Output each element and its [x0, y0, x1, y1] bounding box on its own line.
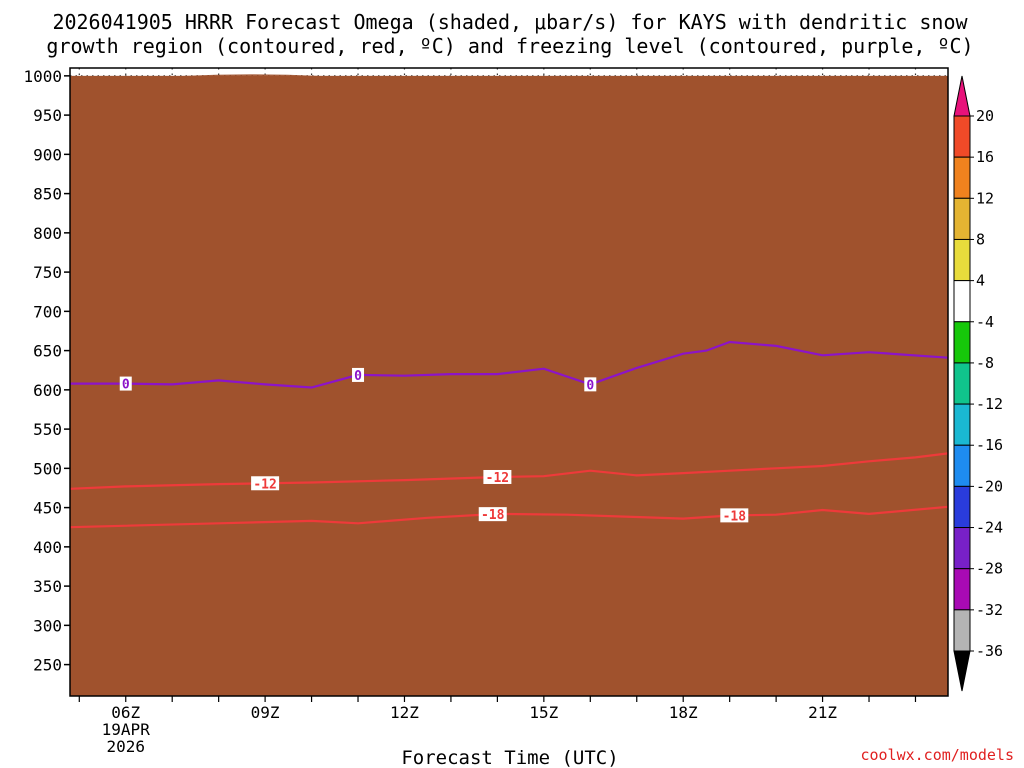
colorbar-label-9: -20	[976, 477, 1003, 495]
colorbar-bin-9	[953, 444, 971, 487]
contour-label-0-0: -18	[481, 508, 505, 523]
y-tick-label-500: 500	[33, 459, 62, 478]
colorbar-bin-10	[953, 485, 971, 529]
colorbar-arrow-top	[953, 75, 971, 117]
plot-frame	[69, 67, 949, 697]
x-tick-label-12: 12Z	[390, 703, 419, 722]
y-tick-label-900: 900	[33, 145, 62, 164]
terrain-band	[70, 75, 948, 696]
colorbar-label-1: 16	[976, 148, 994, 166]
x-tick-label-18: 18Z	[669, 703, 698, 722]
x-tick-label-21: 21Z	[808, 703, 837, 722]
colorbar-label-4: 4	[976, 272, 985, 290]
contour-lines: -18 -18 -12 -12 0 0 0	[70, 340, 948, 529]
x-tick-label-9: 09Z	[251, 703, 280, 722]
colorbar-label-12: -32	[976, 601, 1003, 619]
contour-label-bg-0-0	[478, 507, 507, 522]
y-tick-label-750: 750	[33, 263, 62, 282]
colorbar-label-3: 8	[976, 230, 985, 248]
x-tick-year: 2026	[106, 737, 145, 756]
contour-label-1-0: -12	[253, 477, 276, 492]
y-tick-label-550: 550	[33, 420, 62, 439]
colorbar-label-11: -28	[976, 560, 1003, 578]
x-tick-date: 19APR	[102, 720, 151, 739]
colorbar-label-13: -36	[976, 642, 1003, 660]
colorbar-bin-11	[953, 527, 971, 570]
contour-freezing-2	[70, 340, 948, 389]
y-tick-label-850: 850	[33, 185, 62, 204]
y-tick-label-800: 800	[33, 224, 62, 243]
contour-label-bg-2-2	[584, 377, 597, 392]
colorbar-bin-1	[953, 115, 971, 158]
contour-dgz-0	[70, 505, 948, 529]
colorbar-label-10: -24	[976, 519, 1003, 537]
contour-label-bg-2-0	[119, 376, 132, 391]
colorbar-label-0: 20	[976, 107, 994, 125]
colorbar-label-5: -4	[976, 313, 994, 331]
colorbar-bin-3	[953, 197, 971, 240]
colorbar-label-6: -8	[976, 354, 994, 372]
contour-label-bg-1-1	[483, 469, 512, 484]
contour-label-bg-2-1	[352, 367, 365, 382]
y-tick-label-400: 400	[33, 538, 62, 557]
contour-label-0-1: -18	[723, 509, 747, 524]
colorbar-bin-12	[953, 568, 971, 611]
y-tick-label-700: 700	[33, 302, 62, 321]
colorbar-bin-7	[953, 362, 971, 405]
y-tick-label-1000: 1000	[23, 67, 62, 86]
y-tick-label-950: 950	[33, 106, 62, 125]
terrain-bump	[181, 74, 321, 76]
y-tick-label-250: 250	[33, 656, 62, 675]
colorbar: 20 16 12 8 4 -4 -8 -12 -16 -20 -24 -28 -32 -36	[953, 75, 1003, 692]
colorbar-bin-6	[953, 321, 971, 364]
contour-label-2-0: 0	[122, 378, 130, 393]
contour-label-bg-0-1	[720, 508, 749, 523]
colorbar-label-8: -16	[976, 436, 1003, 454]
y-tick-label-450: 450	[33, 499, 62, 518]
colorbar-bin-13	[953, 609, 971, 652]
contour-label-2-2: 0	[586, 378, 594, 393]
y-tick-label-650: 650	[33, 342, 62, 361]
y-tick-label-600: 600	[33, 381, 62, 400]
colorbar-arrow-bottom	[953, 650, 971, 692]
terrain	[70, 74, 948, 696]
contour-label-bg-1-0	[251, 476, 280, 491]
contour-label-1-1: -12	[486, 471, 509, 486]
chart-title-line-1: 2026041905 HRRR Forecast Omega (shaded, …	[52, 10, 968, 34]
x-axis-label: Forecast Time (UTC)	[401, 747, 618, 768]
y-tick-label-350: 350	[33, 577, 62, 596]
colorbar-label-2: 12	[976, 189, 994, 207]
y-axis: 250 300 350 400 450 500 550 600 650 700 750 800 850 9…	[23, 67, 70, 675]
colorbar-bin-5	[953, 280, 971, 323]
colorbar-bin-8	[953, 403, 971, 446]
chart-title-line-2: growth region (contoured, red, ºC) and f…	[46, 34, 973, 58]
colorbar-bin-4	[953, 238, 971, 282]
credit-text: coolwx.com/models	[860, 746, 1014, 764]
contour-label-2-1: 0	[354, 369, 362, 384]
x-tick-label-6: 06Z	[111, 703, 140, 722]
plot-area: -18 -18 -12 -12 0 0 0	[70, 68, 948, 696]
x-tick-label-15: 15Z	[529, 703, 558, 722]
colorbar-label-7: -12	[976, 395, 1003, 413]
colorbar-bin-2	[953, 156, 971, 199]
y-tick-label-300: 300	[33, 616, 62, 635]
